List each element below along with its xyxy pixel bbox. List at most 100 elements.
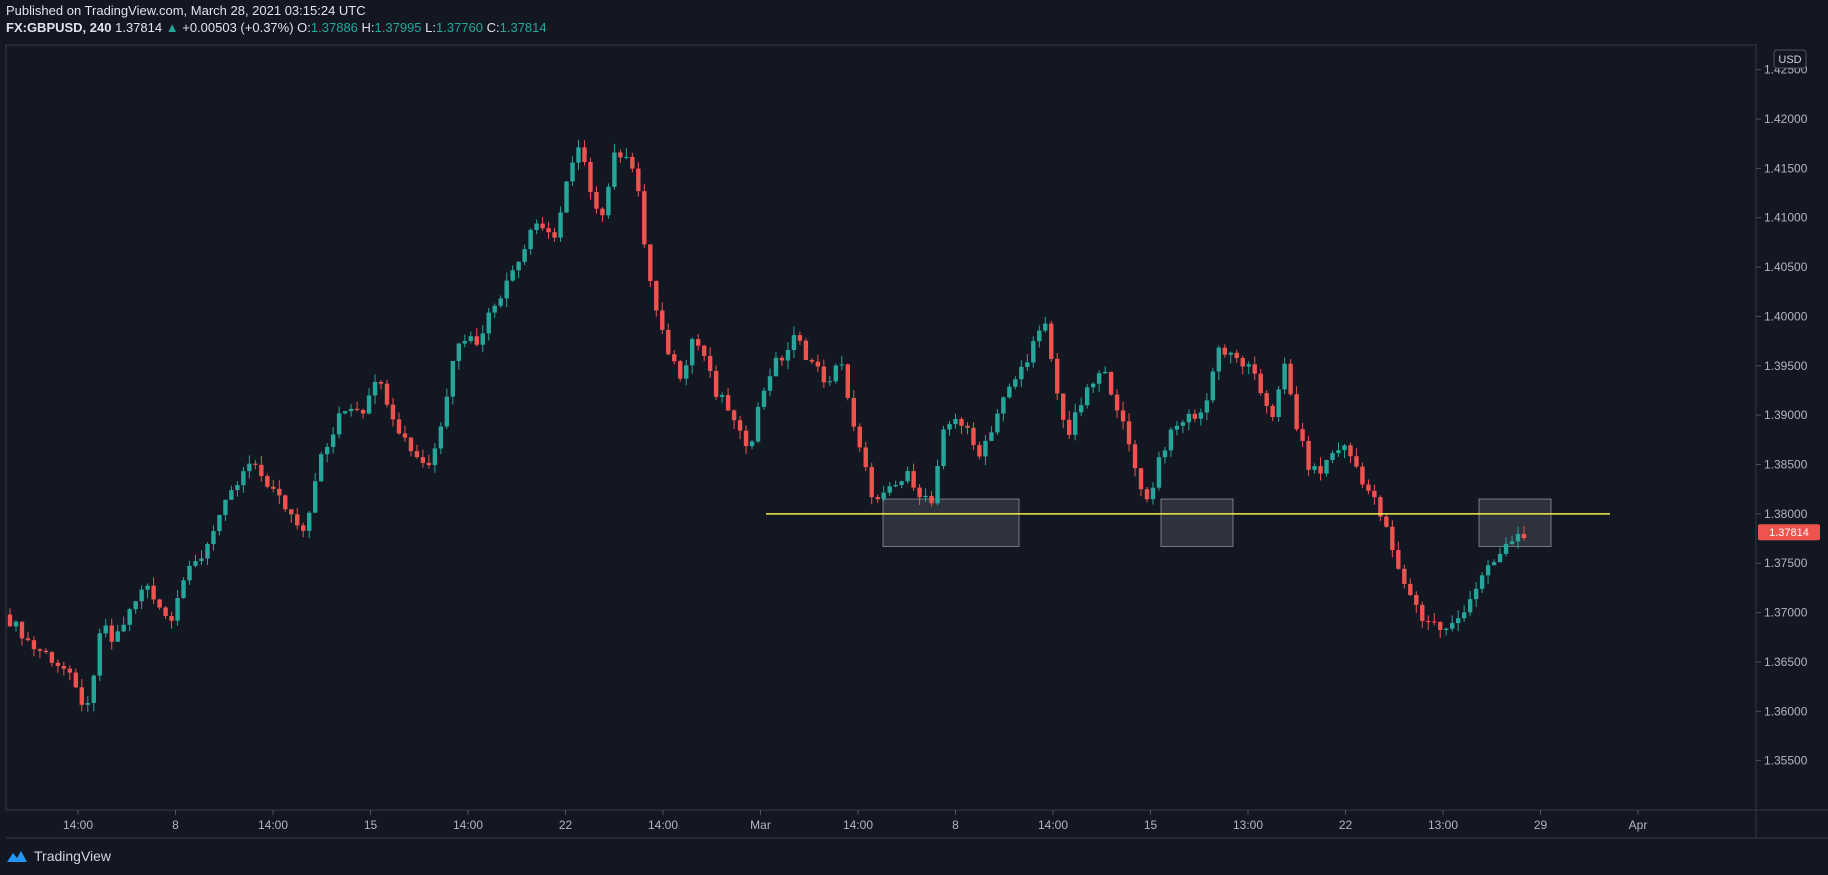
- candle-body: [1497, 553, 1503, 563]
- tradingview-logo-icon: [7, 851, 27, 862]
- candle-body: [408, 437, 414, 452]
- candle-body: [827, 381, 833, 383]
- plot-frame: [5, 44, 1757, 811]
- candle-body: [857, 426, 862, 448]
- low-value: 1.37760: [436, 20, 483, 35]
- footer: TradingView: [6, 848, 111, 864]
- x-tick-label: 15: [364, 818, 378, 832]
- candle-body: [504, 280, 509, 299]
- consolidation-zone: [882, 498, 1020, 547]
- candle-body: [139, 589, 144, 602]
- candle-body: [965, 425, 970, 428]
- candle-body: [199, 558, 204, 562]
- candle-body: [498, 298, 503, 306]
- candle-body: [552, 232, 557, 238]
- candle-body: [1449, 623, 1455, 629]
- candle-body: [1336, 450, 1341, 454]
- candle-body: [558, 212, 563, 238]
- footer-brand[interactable]: TradingView: [34, 848, 112, 864]
- candle-body: [869, 467, 874, 498]
- candle-body: [546, 228, 551, 233]
- candle-body: [863, 447, 868, 468]
- candle-body: [1216, 347, 1222, 372]
- candle-body: [1192, 413, 1198, 419]
- candle-body: [1043, 323, 1048, 331]
- candle-body: [1246, 364, 1251, 367]
- candle-body: [31, 640, 37, 650]
- candle-body: [713, 370, 719, 397]
- candle-body: [1108, 371, 1114, 395]
- candle-body: [1294, 394, 1299, 430]
- candle-body: [522, 249, 527, 262]
- candle-body: [929, 495, 934, 504]
- candle-body: [1210, 371, 1216, 401]
- candle-body: [1258, 373, 1263, 394]
- candle-body: [133, 601, 138, 610]
- x-tick-label: 14:00: [1038, 818, 1068, 832]
- candle-body: [636, 168, 641, 192]
- candle-body: [91, 675, 96, 703]
- y-tick-label: 1.39000: [1764, 408, 1808, 422]
- candle-body: [1444, 628, 1449, 630]
- candle-body: [289, 509, 294, 515]
- close-label: C:: [486, 20, 500, 35]
- candle-body: [642, 191, 647, 245]
- x-tick-label: 22: [559, 818, 573, 832]
- candle-body: [851, 397, 856, 427]
- candle-body: [462, 340, 467, 344]
- close-value: 1.37814: [499, 20, 547, 35]
- candle-body: [1150, 487, 1156, 500]
- candle-body: [797, 335, 803, 341]
- candle-body: [354, 408, 360, 410]
- y-tick-label: 1.38000: [1764, 507, 1808, 521]
- candle-body: [612, 152, 617, 187]
- candle-body: [588, 161, 593, 193]
- y-tick-label: 1.41500: [1764, 161, 1808, 175]
- candle-body: [1228, 352, 1233, 355]
- candle-body: [1007, 386, 1012, 398]
- candle-body: [576, 147, 581, 163]
- candle-body: [570, 162, 575, 182]
- candle-body: [25, 638, 31, 641]
- candle-body: [689, 339, 695, 366]
- candle-body: [486, 312, 491, 334]
- y-tick-label: 1.40500: [1764, 260, 1808, 274]
- candle-body: [1156, 457, 1162, 488]
- candle-body: [19, 621, 25, 639]
- candle-body: [151, 585, 156, 600]
- candle-body: [432, 448, 438, 466]
- candle-body: [1276, 389, 1281, 418]
- last-price: 1.37814: [115, 20, 163, 35]
- candle-body: [1408, 583, 1413, 595]
- candle-body: [1467, 599, 1473, 613]
- candle-body: [426, 462, 432, 466]
- candle-body: [875, 497, 880, 500]
- candle-body: [1168, 429, 1174, 451]
- candle-body: [761, 390, 767, 407]
- candle-body: [127, 609, 132, 625]
- candle-body: [767, 376, 773, 391]
- candle-body: [833, 365, 839, 382]
- candle-body: [785, 350, 791, 361]
- candle-body: [881, 492, 886, 500]
- candle-body: [941, 429, 946, 467]
- candle-body: [845, 364, 850, 398]
- candle-body: [61, 665, 67, 669]
- candle-body: [1360, 466, 1365, 485]
- candle-body: [1306, 440, 1311, 470]
- candle-body: [1288, 363, 1293, 395]
- symbol-info-bar: FX:GBPUSD, 240 1.37814 ▲ +0.00503 (+0.37…: [6, 20, 547, 35]
- candle-body: [654, 280, 659, 311]
- candle-body: [372, 381, 378, 396]
- candle-body: [259, 464, 264, 477]
- candle-body: [121, 624, 126, 632]
- x-tick-label: 13:00: [1428, 818, 1458, 832]
- candle-body: [1013, 379, 1018, 387]
- candle-body: [253, 463, 258, 465]
- candle-body: [959, 418, 964, 426]
- y-tick-label: 1.41000: [1764, 211, 1808, 225]
- candle-body: [1312, 466, 1317, 470]
- candle-body: [695, 339, 701, 346]
- candle-body: [55, 662, 61, 666]
